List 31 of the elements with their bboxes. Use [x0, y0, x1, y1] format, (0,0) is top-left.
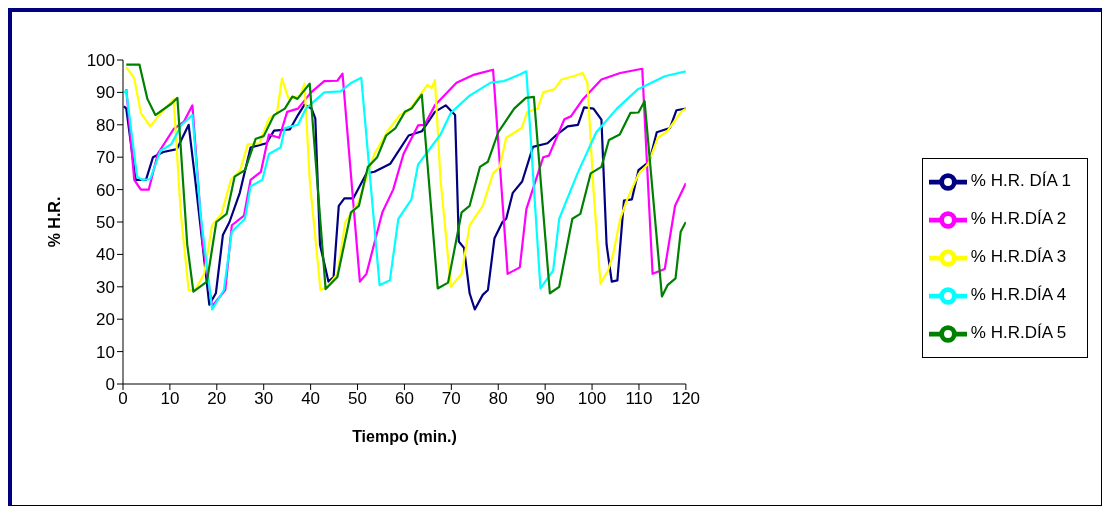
y-tick-label: 100 [86, 51, 115, 71]
legend-label: % H.R.DÍA 3 [970, 247, 1067, 267]
x-tick-label: 40 [301, 389, 321, 409]
y-tick-label: 20 [96, 310, 115, 330]
x-tick-label: 90 [535, 389, 555, 409]
x-tick-label: 30 [254, 389, 274, 409]
x-axis-title: Tiempo (min.) [352, 428, 457, 445]
x-tick-label: 120 [671, 389, 701, 409]
y-tick-label: 50 [96, 213, 115, 233]
y-tick-label: 70 [96, 148, 115, 168]
x-tick-label: 100 [577, 389, 607, 409]
x-tick-label: 80 [488, 389, 508, 409]
y-tick-label: 10 [96, 342, 115, 362]
legend-label: % H.R.DÍA 5 [970, 323, 1067, 343]
x-tick-label: 0 [118, 389, 128, 409]
y-tick-label: 30 [96, 277, 115, 297]
legend-label: % H.R.DÍA 4 [970, 285, 1067, 305]
x-tick-label: 10 [160, 389, 180, 409]
y-axis-title: % H.R. [45, 196, 63, 248]
x-tick-label: 60 [394, 389, 414, 409]
y-tick-label: 60 [96, 180, 115, 200]
y-tick-label: 40 [96, 245, 115, 265]
x-tick-label: 20 [207, 389, 227, 409]
y-tick-label: 90 [96, 83, 115, 103]
y-tick-label: 0 [105, 375, 115, 395]
legend-label: % H.R.DÍA 2 [970, 209, 1067, 229]
y-tick-label: 80 [96, 115, 115, 135]
x-tick-label: 70 [441, 389, 461, 409]
x-tick-label: 50 [348, 389, 367, 409]
legend-label: % H.R. DÍA 1 [970, 171, 1071, 191]
x-tick-label: 110 [625, 389, 653, 409]
